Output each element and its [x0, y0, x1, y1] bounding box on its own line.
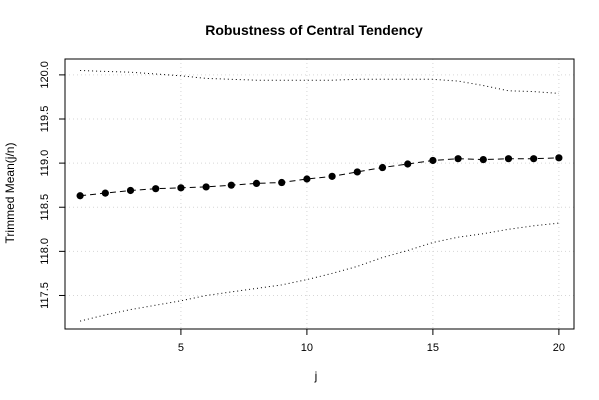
axes: 5 10 15 20 117.5 118.0 118.5 119.0 119.5 120.0: [39, 61, 565, 354]
y-tick-label: 120.0: [39, 61, 51, 89]
y-tick-label: 119.0: [39, 150, 51, 177]
estimate-point: [303, 175, 311, 183]
estimate-point: [479, 155, 487, 164]
grid: [65, 59, 574, 329]
estimate-point: [202, 183, 210, 191]
estimate-point: [101, 189, 109, 197]
x-tick-label: 10: [301, 342, 313, 354]
estimate-point: [278, 178, 286, 187]
x-axis-label: j: [314, 369, 318, 383]
estimate-point: [76, 192, 84, 200]
estimate-point: [126, 186, 135, 195]
estimate-point: [454, 155, 462, 163]
x-tick-label: 15: [427, 342, 439, 354]
x-tick-label: 5: [178, 342, 184, 354]
estimate-point: [378, 163, 387, 172]
estimate-point: [504, 155, 513, 163]
estimate-point: [177, 184, 185, 192]
lower-bound-line: [79, 222, 559, 322]
estimate-line: [80, 157, 559, 197]
estimate-point: [530, 155, 538, 163]
estimate-point: [328, 172, 336, 180]
y-axis-label: Trimmed Mean(j/n): [3, 143, 17, 244]
y-tick-label: 118.0: [39, 238, 51, 265]
plot-frame: [64, 58, 575, 330]
y-tick-label: 118.5: [39, 194, 51, 221]
estimate-point: [555, 154, 563, 162]
estimate-point: [152, 185, 160, 193]
estimate-point: [353, 168, 361, 176]
estimate-point: [429, 156, 437, 165]
chart-title: Robustness of Central Tendency: [205, 22, 423, 38]
x-tick-label: 20: [553, 342, 565, 354]
y-tick-label: 119.5: [39, 106, 51, 133]
y-tick-label: 117.5: [39, 282, 51, 309]
upper-bound-line: [80, 70, 559, 94]
series-group: [76, 70, 563, 322]
estimate-point: [404, 160, 412, 168]
estimate-point: [252, 179, 261, 188]
estimate-point: [227, 181, 235, 189]
